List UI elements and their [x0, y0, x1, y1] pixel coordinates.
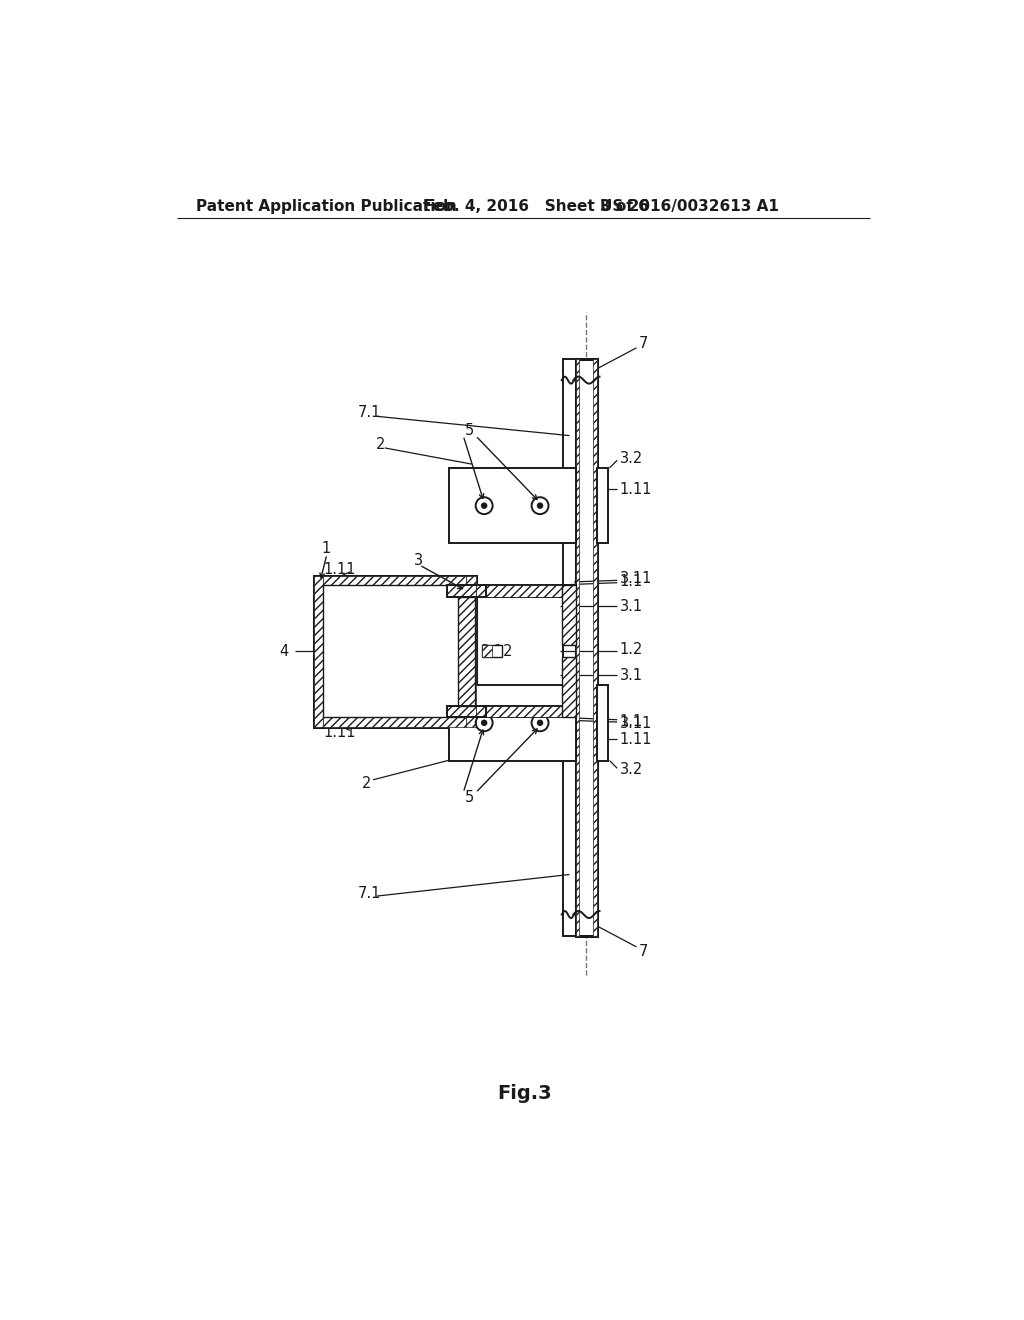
- Bar: [597, 469, 608, 544]
- Text: 2: 2: [361, 776, 371, 791]
- Bar: [562, 657, 575, 718]
- Bar: [447, 585, 485, 597]
- Text: Fig.3: Fig.3: [498, 1085, 552, 1104]
- Bar: [475, 585, 575, 597]
- Text: 7: 7: [639, 335, 648, 351]
- Bar: [575, 359, 580, 936]
- Circle shape: [538, 721, 543, 726]
- Text: 7: 7: [639, 944, 648, 960]
- Bar: [449, 685, 575, 760]
- Bar: [447, 706, 485, 718]
- Text: 4: 4: [280, 644, 289, 659]
- Bar: [593, 359, 597, 936]
- Circle shape: [481, 721, 486, 726]
- Bar: [481, 645, 492, 657]
- Text: 3.11: 3.11: [331, 594, 364, 610]
- Bar: [466, 576, 475, 726]
- Text: 1.11: 1.11: [620, 482, 652, 496]
- Text: 1.1: 1.1: [620, 574, 643, 589]
- Text: 3.2: 3.2: [620, 762, 643, 777]
- Bar: [323, 718, 466, 726]
- Text: 3.11: 3.11: [331, 693, 364, 708]
- Bar: [597, 685, 608, 760]
- Text: 7.1: 7.1: [357, 886, 381, 902]
- Bar: [562, 585, 575, 645]
- Bar: [323, 585, 466, 718]
- Text: 1.11: 1.11: [323, 725, 355, 741]
- Bar: [447, 585, 485, 597]
- Circle shape: [481, 503, 486, 508]
- Text: 1.11: 1.11: [620, 731, 652, 747]
- Bar: [313, 576, 475, 726]
- Text: US 2016/0032613 A1: US 2016/0032613 A1: [600, 199, 779, 214]
- Bar: [575, 359, 597, 936]
- Text: 3.11: 3.11: [620, 715, 652, 731]
- Text: 3: 3: [414, 553, 423, 568]
- Bar: [449, 469, 575, 544]
- Bar: [562, 657, 575, 718]
- Text: 3.11: 3.11: [620, 572, 652, 586]
- Bar: [562, 585, 575, 645]
- Bar: [458, 597, 475, 706]
- Text: 1.1: 1.1: [620, 714, 643, 729]
- Text: Patent Application Publication: Patent Application Publication: [196, 199, 457, 214]
- Bar: [475, 706, 575, 718]
- Bar: [447, 706, 485, 718]
- Bar: [563, 359, 575, 936]
- Text: 1.11: 1.11: [323, 562, 355, 577]
- Bar: [458, 597, 475, 706]
- Text: 3.1: 3.1: [620, 598, 643, 614]
- Text: 2: 2: [376, 437, 385, 453]
- Text: 5: 5: [465, 789, 474, 805]
- Text: 3.12: 3.12: [481, 644, 513, 659]
- Bar: [481, 645, 502, 657]
- Bar: [475, 706, 575, 718]
- Circle shape: [538, 503, 543, 508]
- Text: 7.1: 7.1: [357, 405, 381, 420]
- Text: 1.2: 1.2: [620, 642, 643, 657]
- Bar: [323, 576, 466, 585]
- Text: 1.13: 1.13: [354, 648, 386, 663]
- Text: 3.1: 3.1: [620, 668, 643, 682]
- Text: 1: 1: [322, 541, 331, 556]
- Text: 3.2: 3.2: [620, 451, 643, 466]
- Text: 5: 5: [465, 424, 474, 438]
- Bar: [313, 576, 323, 726]
- Text: Feb. 4, 2016   Sheet 3 of 6: Feb. 4, 2016 Sheet 3 of 6: [423, 199, 649, 214]
- Bar: [475, 585, 575, 597]
